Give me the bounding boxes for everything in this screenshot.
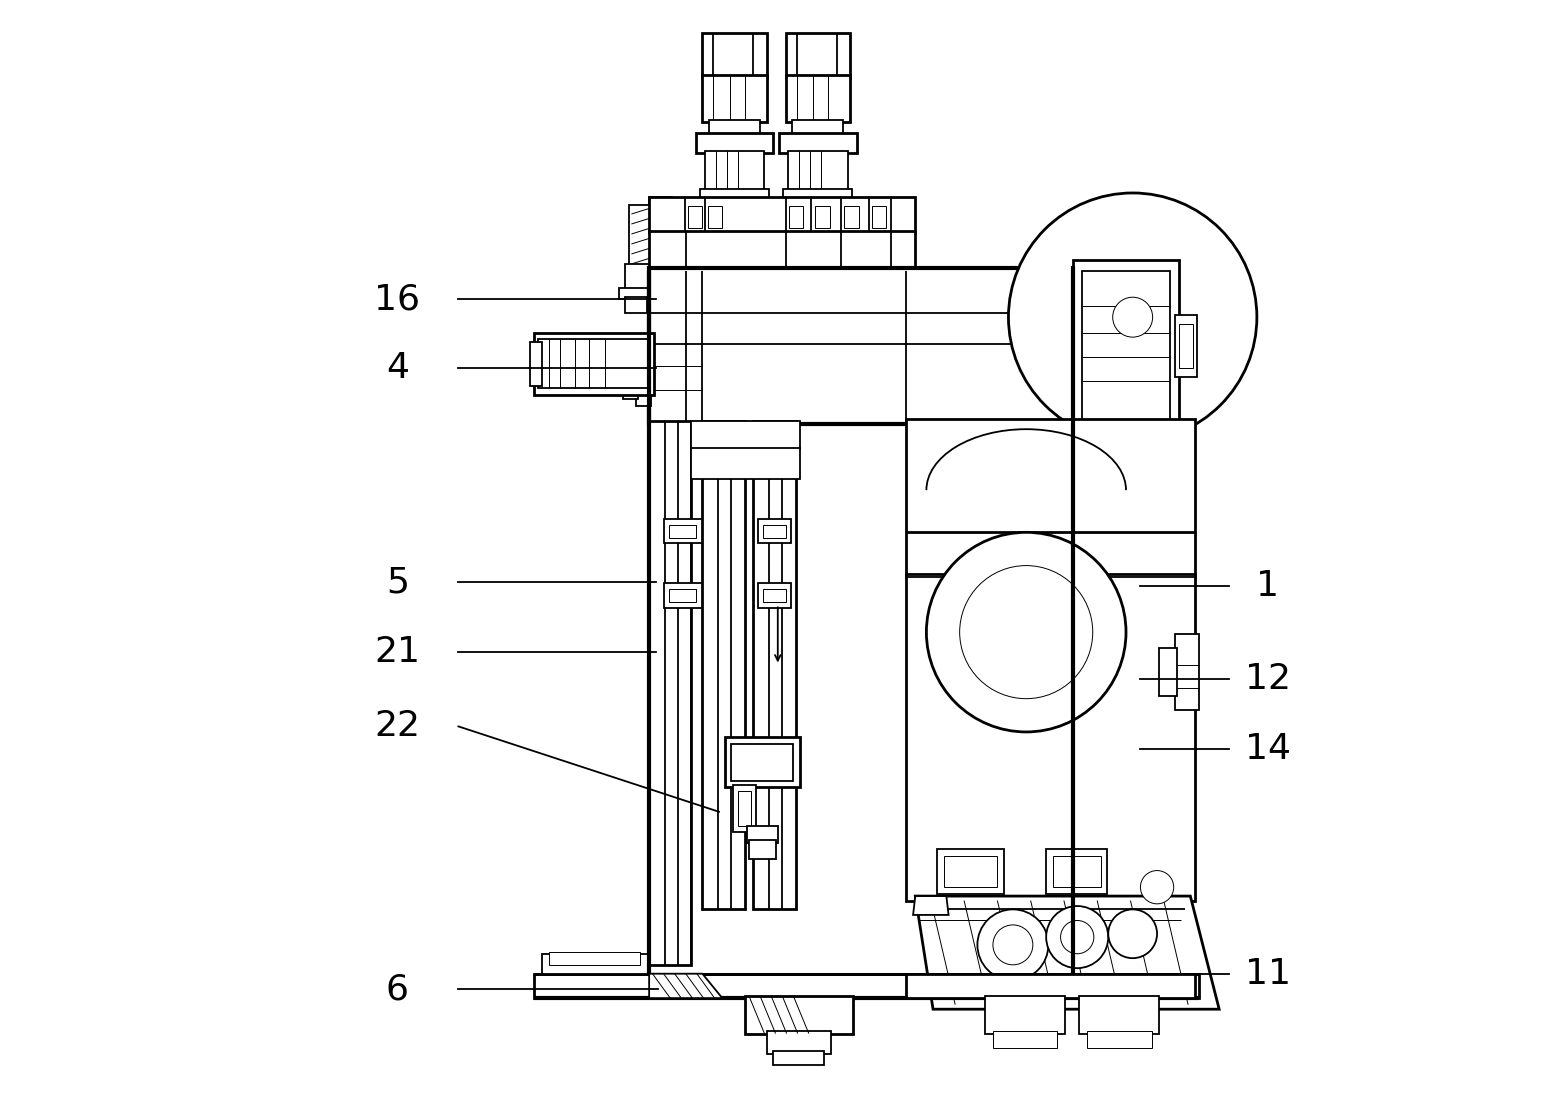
Bar — [788, 151, 847, 191]
Polygon shape — [913, 896, 948, 915]
Circle shape — [1112, 297, 1153, 337]
Text: 1: 1 — [1256, 569, 1279, 602]
Bar — [872, 206, 886, 228]
Circle shape — [992, 925, 1033, 965]
Bar — [624, 297, 647, 313]
Bar — [530, 342, 541, 386]
Bar — [649, 197, 671, 266]
Polygon shape — [916, 896, 1220, 1009]
Bar — [629, 205, 652, 266]
Bar — [786, 75, 850, 122]
Polygon shape — [649, 974, 722, 998]
Bar — [1175, 315, 1197, 377]
Bar — [708, 206, 722, 228]
Bar — [669, 525, 696, 538]
Bar — [1179, 324, 1192, 368]
Bar — [700, 189, 769, 200]
Bar — [1081, 271, 1170, 421]
Bar — [534, 974, 1200, 998]
Bar — [1047, 849, 1108, 894]
Bar — [649, 421, 691, 965]
Bar — [1087, 1031, 1151, 1048]
Circle shape — [1061, 920, 1094, 954]
Bar — [622, 368, 638, 399]
Bar — [938, 849, 1005, 894]
Text: 6: 6 — [385, 973, 409, 1006]
Circle shape — [978, 909, 1048, 980]
Bar — [747, 826, 778, 843]
Bar — [691, 448, 800, 479]
Bar — [986, 996, 1065, 1034]
Bar — [702, 421, 744, 909]
Text: 22: 22 — [374, 710, 420, 743]
Circle shape — [1047, 906, 1108, 968]
Bar — [549, 952, 640, 965]
Text: 12: 12 — [1245, 662, 1292, 695]
Text: 4: 4 — [385, 352, 409, 385]
Text: 5: 5 — [385, 566, 409, 599]
Bar — [906, 974, 1195, 998]
Text: 14: 14 — [1245, 732, 1292, 765]
Bar — [541, 954, 649, 974]
Bar — [702, 75, 766, 122]
Bar — [789, 206, 803, 228]
Circle shape — [927, 532, 1126, 732]
Bar — [705, 151, 764, 191]
Circle shape — [1140, 871, 1173, 904]
Bar — [1053, 856, 1100, 887]
Circle shape — [1108, 909, 1158, 958]
Bar — [649, 268, 1073, 424]
Bar — [688, 206, 702, 228]
Bar — [763, 525, 786, 538]
Bar — [906, 574, 1195, 901]
Bar — [538, 339, 649, 388]
Bar — [636, 362, 652, 406]
Bar — [758, 519, 791, 543]
Bar — [792, 120, 844, 135]
Bar — [749, 840, 775, 859]
Bar — [1080, 996, 1159, 1034]
Bar — [732, 744, 794, 781]
Bar — [624, 264, 655, 293]
Bar — [944, 856, 997, 887]
Bar — [844, 206, 858, 228]
Bar — [724, 737, 800, 787]
Bar — [696, 133, 774, 153]
Bar — [763, 589, 786, 602]
Bar — [738, 791, 752, 826]
Bar — [992, 1031, 1058, 1048]
Circle shape — [959, 566, 1092, 699]
Text: 21: 21 — [374, 635, 420, 669]
Bar — [691, 421, 800, 449]
Bar — [766, 1031, 831, 1054]
Text: 11: 11 — [1245, 957, 1292, 990]
Bar — [663, 583, 702, 608]
Bar — [786, 33, 850, 78]
Bar — [710, 120, 760, 135]
Bar — [774, 1051, 824, 1065]
Bar — [906, 419, 1195, 577]
Bar — [758, 583, 791, 608]
Bar — [649, 231, 916, 271]
Bar — [669, 589, 696, 602]
Bar — [744, 996, 853, 1034]
Bar — [783, 189, 852, 200]
Bar — [1159, 648, 1178, 696]
Bar — [702, 33, 766, 78]
Bar — [534, 333, 654, 395]
Bar — [663, 519, 702, 543]
Bar — [1175, 634, 1200, 710]
Text: 16: 16 — [374, 283, 420, 316]
Bar — [1073, 260, 1179, 433]
Circle shape — [1008, 193, 1257, 441]
Bar — [619, 288, 661, 299]
Bar — [778, 133, 856, 153]
Bar — [733, 785, 755, 832]
Bar — [816, 206, 830, 228]
Bar — [649, 197, 916, 233]
Bar — [548, 337, 652, 390]
Bar — [753, 421, 796, 909]
